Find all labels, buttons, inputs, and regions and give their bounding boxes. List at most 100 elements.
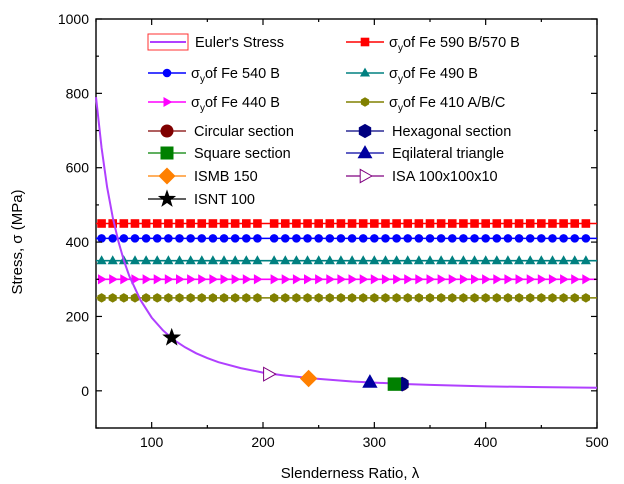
yield-marker: [153, 293, 162, 303]
yield-marker: [119, 234, 129, 243]
yield-marker: [469, 255, 480, 265]
yield-marker: [141, 234, 151, 243]
yield-marker: [108, 293, 117, 303]
yield-marker: [175, 219, 184, 228]
yield-marker: [559, 293, 568, 303]
section-point: [299, 369, 318, 388]
yield-marker: [380, 255, 391, 265]
yield-marker: [470, 234, 479, 243]
yield-marker: [547, 255, 558, 265]
yield-marker: [186, 219, 195, 228]
legend-swatch-marker: [358, 123, 372, 139]
yield-marker: [304, 274, 313, 285]
y-tick-label: 400: [66, 234, 90, 250]
legend-swatch-marker: [160, 124, 174, 138]
x-tick-label: 300: [363, 434, 387, 450]
yield-marker: [403, 219, 413, 228]
yield-marker: [570, 234, 580, 243]
yield-marker: [392, 219, 401, 228]
legend-label: Circular section: [194, 124, 294, 140]
legend-swatch-marker: [360, 37, 370, 47]
yield-marker: [303, 234, 312, 243]
yield-marker: [492, 293, 501, 303]
yield-marker: [281, 274, 291, 285]
yield-marker: [481, 293, 490, 303]
yield-marker: [526, 293, 535, 303]
yield-marker: [164, 293, 173, 303]
yield-marker: [358, 219, 368, 228]
yield-marker: [109, 274, 119, 285]
yield-marker: [514, 219, 524, 228]
legend-swatch-marker: [357, 145, 373, 159]
yield-series-0: [96, 219, 597, 228]
legend-label-part: of Fe 410 A/B/C: [403, 95, 505, 111]
yield-marker: [197, 293, 206, 303]
legend-label-subscript: y: [200, 74, 205, 85]
yield-marker: [403, 234, 413, 243]
yield-marker: [314, 219, 323, 228]
yield-marker: [253, 234, 262, 243]
yield-marker: [381, 219, 390, 228]
yield-marker: [164, 219, 173, 228]
yield-marker: [280, 219, 290, 228]
legend-swatch-marker: [359, 67, 371, 77]
legend-item-section-3: Eqilateral triangle: [346, 145, 504, 162]
yield-marker: [292, 219, 301, 228]
legend-label: σyof Fe 490 B: [389, 66, 478, 85]
yield-marker: [303, 219, 312, 228]
yield-marker: [370, 293, 379, 303]
yield-marker: [424, 255, 436, 265]
yield-marker: [392, 234, 401, 243]
yield-marker: [481, 219, 490, 228]
yield-marker: [570, 293, 579, 303]
yield-marker: [152, 255, 163, 265]
yield-marker: [459, 293, 468, 303]
legend-label-part: σ: [191, 66, 200, 82]
yield-marker: [492, 234, 502, 243]
yield-marker: [414, 219, 424, 228]
y-axis-label: Stress, σ (MPa): [9, 189, 26, 294]
yield-marker: [269, 219, 279, 228]
yield-marker: [270, 274, 280, 285]
legend-swatch-marker: [359, 168, 373, 184]
legend-label: Hexagonal section: [392, 124, 511, 140]
legend-item-yield-2: σyof Fe 490 B: [346, 66, 478, 85]
yield-marker: [381, 293, 390, 303]
y-tick-label: 200: [66, 308, 90, 324]
yield-marker: [119, 293, 128, 303]
yield-marker: [503, 219, 513, 228]
yield-marker: [537, 234, 546, 243]
legend-label: Square section: [194, 146, 291, 162]
yield-marker: [369, 255, 380, 265]
legend-swatch-marker: [163, 96, 173, 108]
yield-marker: [525, 255, 536, 265]
yield-marker: [515, 274, 525, 285]
yield-marker: [97, 234, 106, 243]
euler-curve: [95, 96, 598, 389]
yield-marker: [242, 234, 251, 243]
yield-marker: [337, 274, 347, 285]
legend-item-section-4: ISMB 150: [148, 167, 258, 185]
legend-label-part: of Fe 540 B: [205, 66, 280, 82]
yield-marker: [314, 293, 323, 303]
legend-label-subscript: y: [398, 43, 403, 54]
legend-label: ISA 100x100x10: [392, 169, 498, 185]
yield-marker: [358, 234, 368, 243]
yield-marker: [347, 234, 357, 243]
legend-label: ISNT 100: [194, 192, 255, 208]
yield-marker: [581, 219, 591, 228]
section-point: [263, 366, 277, 382]
legend-label-subscript: y: [398, 74, 403, 85]
legend-item-yield-1: σyof Fe 540 B: [148, 66, 280, 85]
yield-marker: [525, 219, 535, 228]
yield-marker: [253, 274, 263, 285]
legend-item-section-5: ISA 100x100x10: [346, 168, 498, 185]
yield-marker: [336, 293, 346, 303]
legend-item-yield-4: σyof Fe 410 A/B/C: [346, 95, 505, 114]
legend-item-yield-0: σyof Fe 590 B/570 B: [346, 35, 520, 54]
legend-swatch-marker: [160, 146, 174, 160]
yield-marker: [581, 234, 591, 243]
yield-marker: [470, 293, 479, 303]
yield-marker: [425, 234, 435, 243]
yield-marker: [370, 234, 379, 243]
